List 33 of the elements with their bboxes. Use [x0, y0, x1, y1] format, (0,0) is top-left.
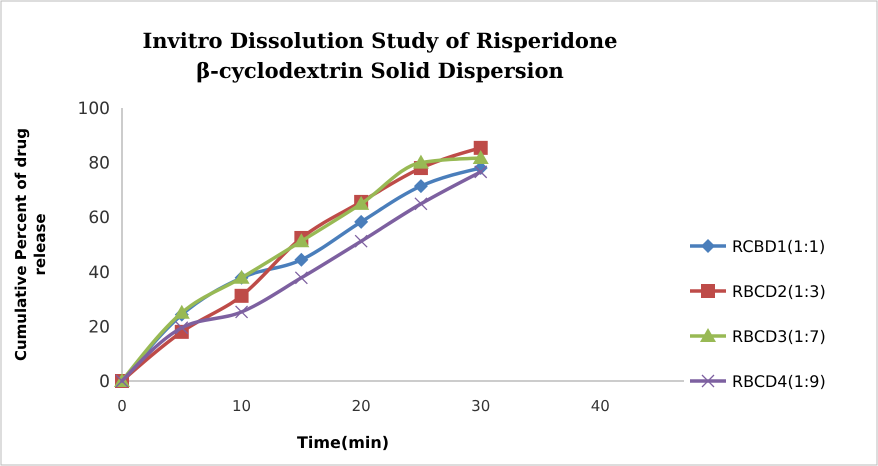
point	[472, 150, 489, 164]
x-tick-label: 0	[117, 397, 127, 415]
y-tick-label: 0	[99, 372, 110, 392]
legend-label: RBCD3(1:7)	[732, 327, 826, 346]
point	[175, 321, 188, 334]
point	[174, 304, 190, 319]
point	[412, 154, 429, 169]
point	[414, 179, 428, 194]
point	[293, 233, 310, 248]
point	[294, 252, 308, 267]
x-tick-label: 40	[590, 397, 610, 415]
legend-label: RBCD2(1:3)	[732, 282, 826, 301]
y-tick-label: 80	[88, 154, 110, 174]
y-tick-label: 100	[78, 99, 110, 119]
x-axis-title: Time(min)	[296, 433, 390, 452]
point	[354, 234, 368, 248]
x-tick-label: 30	[471, 397, 490, 415]
point	[294, 271, 308, 284]
point	[234, 305, 248, 319]
point	[414, 197, 428, 210]
point	[474, 165, 488, 179]
point	[354, 214, 368, 229]
y-tick-label: 20	[88, 317, 110, 338]
x-tick-label: 10	[232, 397, 252, 415]
chart-title: Invitro Dissolution Study of Risperidone β-cyclodextrin Solid Dispersion	[142, 28, 618, 83]
x-tick-label: 20	[352, 397, 371, 415]
y-tick-label: 60	[88, 208, 110, 228]
point	[474, 140, 488, 155]
y-axis-title: Cumulative Percent of drug release	[12, 128, 49, 362]
legend-label: RBCD4(1:9)	[732, 372, 826, 391]
legend-label: RCBD1(1:1)	[732, 237, 826, 256]
y-tick-label: 40	[88, 262, 110, 283]
point	[234, 288, 249, 303]
